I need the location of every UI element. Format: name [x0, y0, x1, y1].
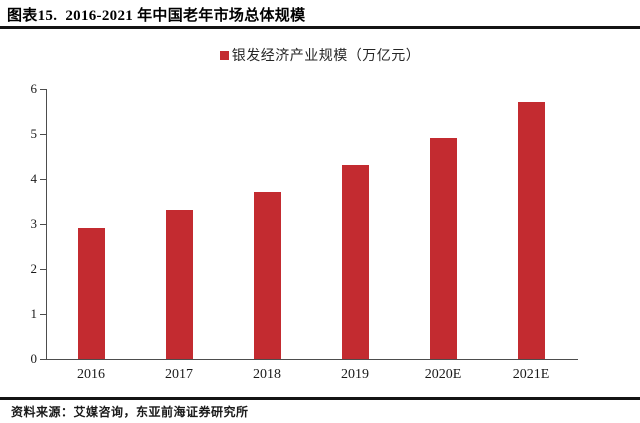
y-axis-tick [40, 89, 46, 90]
legend-marker-icon [219, 50, 229, 60]
y-axis-tick [40, 269, 46, 270]
bar-2016 [77, 228, 105, 359]
x-axis-label: 2016 [77, 367, 105, 382]
y-axis-label: 3 [30, 216, 38, 231]
title-underline [0, 26, 640, 29]
y-axis-label: 4 [30, 171, 38, 186]
legend-label: 银发经济产业规模（万亿元） [231, 49, 421, 64]
y-axis-label: 1 [30, 306, 38, 321]
x-axis-label: 2019 [341, 367, 369, 382]
y-axis-tick [40, 314, 46, 315]
x-axis-label: 2017 [165, 367, 193, 382]
y-axis-line [46, 89, 47, 360]
y-axis-tick [40, 179, 46, 180]
y-axis-tick [40, 359, 46, 360]
bar-2019 [341, 165, 369, 359]
chart-title: 图表15. 2016-2021 年中国老年市场总体规模 [7, 8, 306, 24]
bar-2017 [165, 210, 193, 359]
y-axis-tick [40, 224, 46, 225]
y-axis-label: 5 [30, 126, 38, 141]
bar-2020E [429, 138, 457, 359]
x-axis-label: 2020E [424, 367, 462, 382]
x-axis-label: 2021E [512, 367, 550, 382]
x-axis-label: 2018 [253, 367, 281, 382]
y-axis-label: 6 [30, 81, 38, 96]
bar-2021E [517, 102, 545, 359]
bar-2018 [253, 192, 281, 359]
x-axis-line [46, 359, 578, 360]
y-axis-tick [40, 134, 46, 135]
y-axis-label: 2 [30, 261, 38, 276]
footer-rule [0, 397, 640, 400]
legend: 银发经济产业规模（万亿元） [0, 46, 640, 64]
source-note: 资料来源：艾媒咨询，东亚前海证券研究所 [11, 405, 249, 419]
y-axis-label: 0 [30, 351, 38, 366]
